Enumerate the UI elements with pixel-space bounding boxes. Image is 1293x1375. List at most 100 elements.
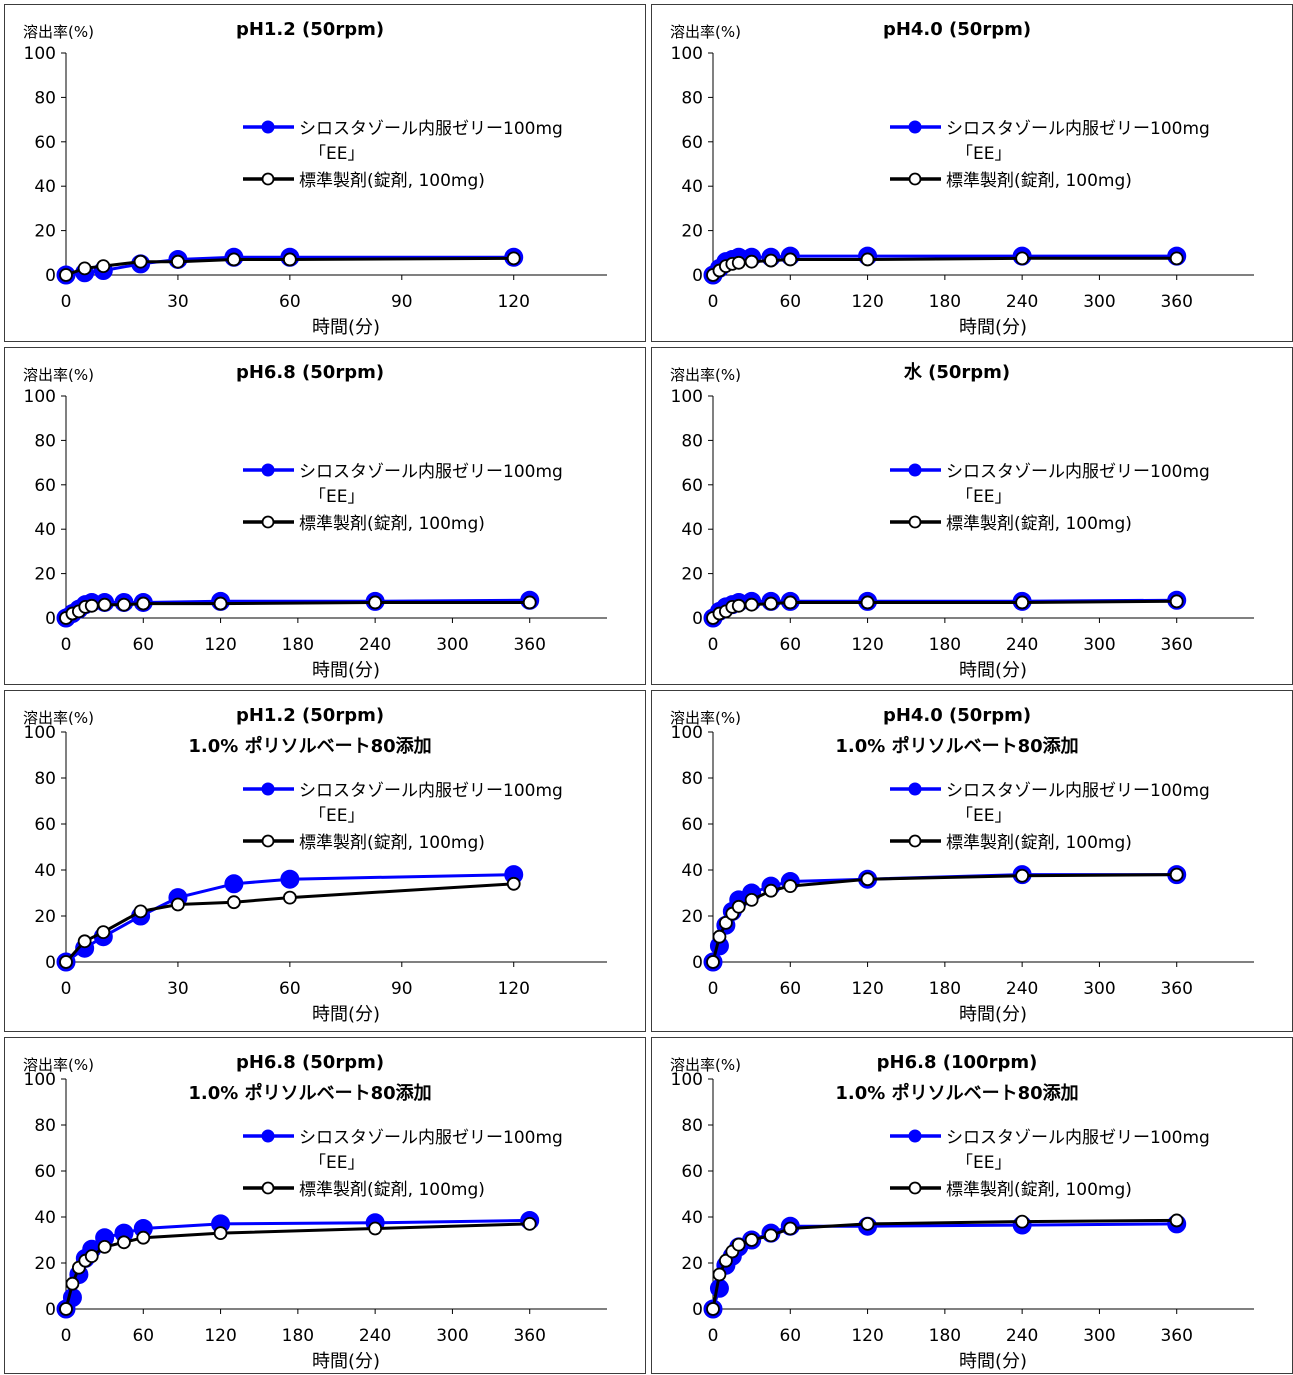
x-tick-label: 60 <box>132 635 154 655</box>
x-tick-label: 120 <box>851 979 883 999</box>
x-tick-label: 300 <box>436 635 468 655</box>
x-tick-label: 360 <box>513 635 545 655</box>
chart-title: 水 (50rpm) <box>904 361 1010 383</box>
y-axis-label: 溶出率(%) <box>23 366 94 384</box>
reference-data-point <box>133 254 148 269</box>
y-tick-label: 60 <box>681 1162 703 1182</box>
y-tick-label: 0 <box>45 953 56 973</box>
reference-data-point <box>783 1221 798 1236</box>
x-tick-label: 0 <box>61 1326 72 1346</box>
y-axis-label: 溶出率(%) <box>670 366 741 384</box>
chart-title: pH6.8 (100rpm) <box>877 1052 1038 1073</box>
reference-data-point <box>764 253 778 268</box>
reference-data-point <box>783 252 798 267</box>
reference-data-point <box>522 1216 537 1231</box>
x-axis-label: 時間(分) <box>312 1004 380 1025</box>
x-tick-label: 120 <box>851 1326 883 1346</box>
x-tick-label: 60 <box>279 292 301 312</box>
chart-svg: 溶出率(%) pH6.8 (100rpm) 1.0% ポリソルベート80添加 0 20 4… <box>670 1052 1254 1372</box>
y-tick-label: 40 <box>34 861 56 881</box>
legend-test-marker <box>261 120 275 134</box>
reference-data-point <box>226 895 241 910</box>
x-axis-label: 時間(分) <box>959 1351 1027 1372</box>
y-axis-label: 溶出率(%) <box>670 709 741 727</box>
x-tick-label: 0 <box>708 1326 719 1346</box>
legend-reference-label: 標準製剤(錠剤, 100mg) <box>946 514 1132 534</box>
chart-panel-6: 溶出率(%) pH4.0 (50rpm) 1.0% ポリソルベート80添加 0 20 40… <box>651 690 1293 1032</box>
legend-test-marker <box>908 1129 922 1143</box>
chart-title: pH1.2 (50rpm) <box>236 705 384 726</box>
reference-data-point <box>783 879 798 894</box>
y-tick-label: 100 <box>24 1070 56 1090</box>
legend-reference-label: 標準製剤(錠剤, 100mg) <box>299 1180 485 1200</box>
y-tick-label: 20 <box>34 565 56 585</box>
chart-title: pH6.8 (50rpm) <box>236 1052 384 1073</box>
reference-data-point <box>1169 251 1184 266</box>
chart-svg: 溶出率(%) pH6.8 (50rpm) 0 20 40 60 80 100 0 60 120 180… <box>23 362 607 681</box>
legend-reference-marker <box>261 515 275 529</box>
x-tick-label: 120 <box>497 979 529 999</box>
chart-panel-5: 溶出率(%) pH1.2 (50rpm) 1.0% ポリソルベート80添加 0 20 40… <box>4 690 646 1032</box>
y-tick-label: 100 <box>671 387 703 407</box>
legend-test-marker <box>261 463 275 477</box>
reference-series-line <box>712 256 1177 277</box>
legend-reference-label: 標準製剤(錠剤, 100mg) <box>299 171 485 191</box>
reference-data-point <box>77 934 92 949</box>
legend-test-marker <box>908 120 922 134</box>
y-tick-label: 80 <box>681 88 703 108</box>
legend-reference-marker <box>261 172 275 186</box>
reference-data-point <box>744 254 759 269</box>
legend-test-label: シロスタゾール内服ゼリー100mg <box>946 781 1210 801</box>
legend-test-suffix: 「EE」 <box>309 806 364 826</box>
legend-test-label: シロスタゾール内服ゼリー100mg <box>299 781 563 801</box>
reference-data-point <box>731 1237 746 1252</box>
reference-data-point <box>860 872 875 887</box>
y-tick-label: 20 <box>681 565 703 585</box>
reference-data-point <box>96 259 111 274</box>
y-tick-label: 100 <box>671 44 703 64</box>
legend-test-suffix: 「EE」 <box>956 1153 1011 1173</box>
y-tick-label: 20 <box>34 1254 56 1274</box>
chart-title: pH4.0 (50rpm) <box>883 19 1031 40</box>
chart-svg: 溶出率(%) pH6.8 (50rpm) 1.0% ポリソルベート80添加 0 20 40… <box>23 1052 607 1372</box>
reference-data-point <box>368 595 383 610</box>
reference-data-point <box>97 1239 112 1254</box>
legend-reference-marker <box>908 1181 922 1195</box>
y-tick-label: 20 <box>681 1254 703 1274</box>
x-tick-label: 60 <box>779 635 801 655</box>
reference-data-point <box>84 1249 99 1264</box>
y-tick-label: 80 <box>34 88 56 108</box>
x-tick-label: 60 <box>279 979 301 999</box>
reference-data-point <box>783 595 798 610</box>
x-tick-label: 240 <box>1006 292 1038 312</box>
y-tick-label: 60 <box>34 1162 56 1182</box>
y-tick-label: 20 <box>34 222 56 242</box>
reference-data-point <box>77 261 92 276</box>
x-tick-label: 180 <box>282 1326 314 1346</box>
y-tick-label: 80 <box>34 769 56 789</box>
chart-panel-7: 溶出率(%) pH6.8 (50rpm) 1.0% ポリソルベート80添加 0 20 40… <box>4 1037 646 1374</box>
legend-reference-label: 標準製剤(錠剤, 100mg) <box>946 1180 1132 1200</box>
y-tick-label: 0 <box>692 1300 703 1320</box>
reference-data-point <box>133 904 148 919</box>
chart-subtitle: 1.0% ポリソルベート80添加 <box>835 1082 1078 1104</box>
x-tick-label: 240 <box>359 1326 391 1346</box>
x-tick-label: 120 <box>204 1326 236 1346</box>
reference-data-point <box>282 252 297 267</box>
chart-subtitle: 1.0% ポリソルベート80添加 <box>835 735 1078 757</box>
reference-series-line <box>64 1222 530 1310</box>
reference-series-line <box>712 599 1177 620</box>
reference-data-point <box>506 876 521 891</box>
x-tick-label: 360 <box>513 1326 545 1346</box>
y-tick-label: 40 <box>681 1208 703 1228</box>
x-tick-label: 0 <box>61 979 72 999</box>
chart-svg: 溶出率(%) pH1.2 (50rpm) 0 20 40 60 80 100 0 30 60 90 12… <box>23 19 607 338</box>
chart-svg: 溶出率(%) pH4.0 (50rpm) 0 20 40 60 80 100 0 60 120 180… <box>670 19 1254 338</box>
x-tick-label: 0 <box>708 635 719 655</box>
x-tick-label: 180 <box>929 635 961 655</box>
chart-title: pH1.2 (50rpm) <box>236 19 384 40</box>
legend-test-suffix: 「EE」 <box>956 487 1011 507</box>
x-tick-label: 180 <box>282 635 314 655</box>
legend-reference-marker <box>261 834 275 848</box>
